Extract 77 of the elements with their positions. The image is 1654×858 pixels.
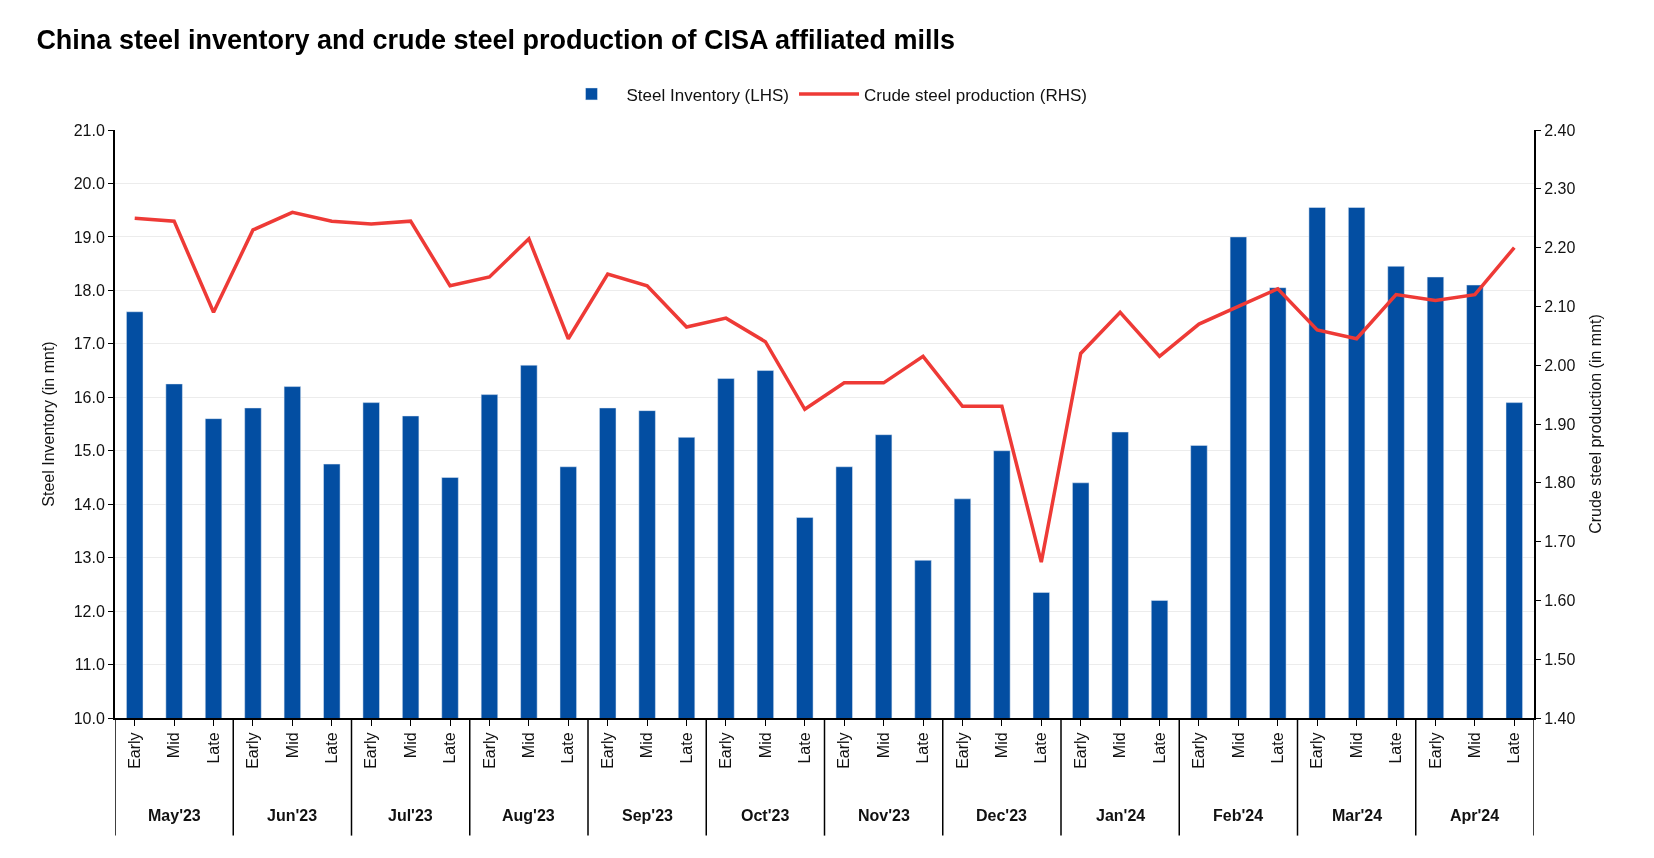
x-tick-label: Mid	[993, 732, 1011, 759]
x-tick-label: Mid	[1229, 732, 1247, 759]
x-tick-label: Late	[1268, 732, 1286, 764]
y-axis-title: Steel Inventory (in mnt)	[40, 341, 58, 507]
x-tick-label: Mid	[165, 732, 183, 759]
x-tick-label: Early	[480, 732, 498, 769]
y-tick-label: 12.0	[73, 602, 105, 620]
y2-tick-label: 2.10	[1544, 298, 1576, 315]
x-tick-label: Early	[1190, 732, 1208, 769]
x-tick-label: Early	[125, 732, 143, 769]
x-tick-label: Mid	[1466, 732, 1484, 759]
x-tick-label: Mid	[520, 732, 538, 759]
x-tick-label: Mid	[401, 732, 419, 759]
x-tick-label: Early	[717, 732, 735, 769]
x-tick-label: Early	[835, 732, 853, 769]
text: Dec'23	[976, 807, 1028, 824]
y2-axis-title: Crude steel production (in mnt)	[1586, 314, 1604, 534]
y-tick-label: 18.0	[73, 281, 105, 299]
x-tick-label: Late	[1150, 732, 1168, 764]
y2-tick-label: 1.70	[1544, 533, 1576, 551]
x-tick-label: Early	[1308, 732, 1326, 769]
x-tick-label: Late	[795, 732, 813, 764]
x-tick-label: Late	[677, 732, 695, 764]
x-tick-label: Mid	[1111, 732, 1129, 759]
x-tick-label: Late	[441, 732, 459, 764]
y-tick-label: 11.0	[74, 656, 105, 674]
y-tick-label: 21.0	[73, 121, 105, 139]
x-tick-label: Mid	[874, 732, 892, 759]
y2-tick-label: 2.00	[1544, 356, 1576, 374]
line-series	[132, 210, 1517, 564]
x-tick-label: Late	[1032, 732, 1050, 764]
text: Mar'24	[1332, 807, 1383, 824]
x-tick-label: Early	[598, 732, 616, 769]
legend-label: Steel Inventory (LHS)	[626, 85, 790, 105]
y2-tick-label: 1.80	[1544, 474, 1576, 492]
x-tick-label: Late	[1387, 732, 1405, 764]
x-tick-label: Early	[953, 732, 971, 769]
y-tick-label: 10.0	[73, 709, 105, 727]
x-tick-label: Late	[1505, 732, 1523, 764]
x-tick-label: Early	[1426, 732, 1444, 769]
legend-label: Crude steel production (RHS)	[864, 85, 1087, 105]
text: May'23	[148, 807, 201, 824]
text: Jun'23	[267, 807, 318, 824]
text: Aug'23	[502, 807, 555, 824]
chart-title: China steel inventory and crude steel production of CISA affiliated mills	[36, 24, 956, 55]
text: Feb'24	[1213, 807, 1264, 824]
y2-tick-label: 2.30	[1544, 180, 1576, 198]
y2-tick-label: 2.20	[1544, 239, 1576, 257]
y2-tick-label: 1.50	[1544, 650, 1576, 668]
x-tick-label: Late	[322, 732, 340, 764]
y-tick-label: 19.0	[73, 228, 105, 246]
x-tick-label: Mid	[283, 732, 301, 759]
y-tick-label: 15.0	[73, 442, 105, 460]
x-tick-label: Late	[204, 732, 222, 764]
x-tick-label: Mid	[638, 732, 656, 759]
text: Nov'23	[858, 807, 910, 824]
y2-tick-label: 2.40	[1544, 121, 1576, 139]
y-tick-label: 16.0	[73, 388, 105, 406]
text: Oct'23	[741, 807, 790, 824]
x-tick-label: Late	[914, 732, 932, 764]
text: Sep'23	[622, 807, 674, 824]
y-tick-label: 20.0	[73, 175, 105, 193]
x-tick-label: Early	[1071, 732, 1089, 769]
x-tick-label: Mid	[756, 732, 774, 759]
y-tick-label: 17.0	[73, 335, 105, 353]
text: Jul'23	[388, 807, 433, 824]
y2-tick-label: 1.40	[1544, 709, 1576, 727]
x-tick-label: Late	[559, 732, 577, 764]
x-tick-label: Mid	[1347, 732, 1365, 759]
x-tick-label: Early	[244, 732, 262, 769]
text: Apr'24	[1450, 807, 1500, 824]
y2-tick-label: 1.60	[1544, 592, 1576, 609]
y-tick-label: 13.0	[73, 549, 105, 567]
text: Jan'24	[1096, 807, 1146, 824]
x-tick-label: Early	[362, 732, 380, 769]
y-tick-label: 14.0	[73, 495, 105, 513]
y2-tick-label: 1.90	[1544, 415, 1576, 433]
